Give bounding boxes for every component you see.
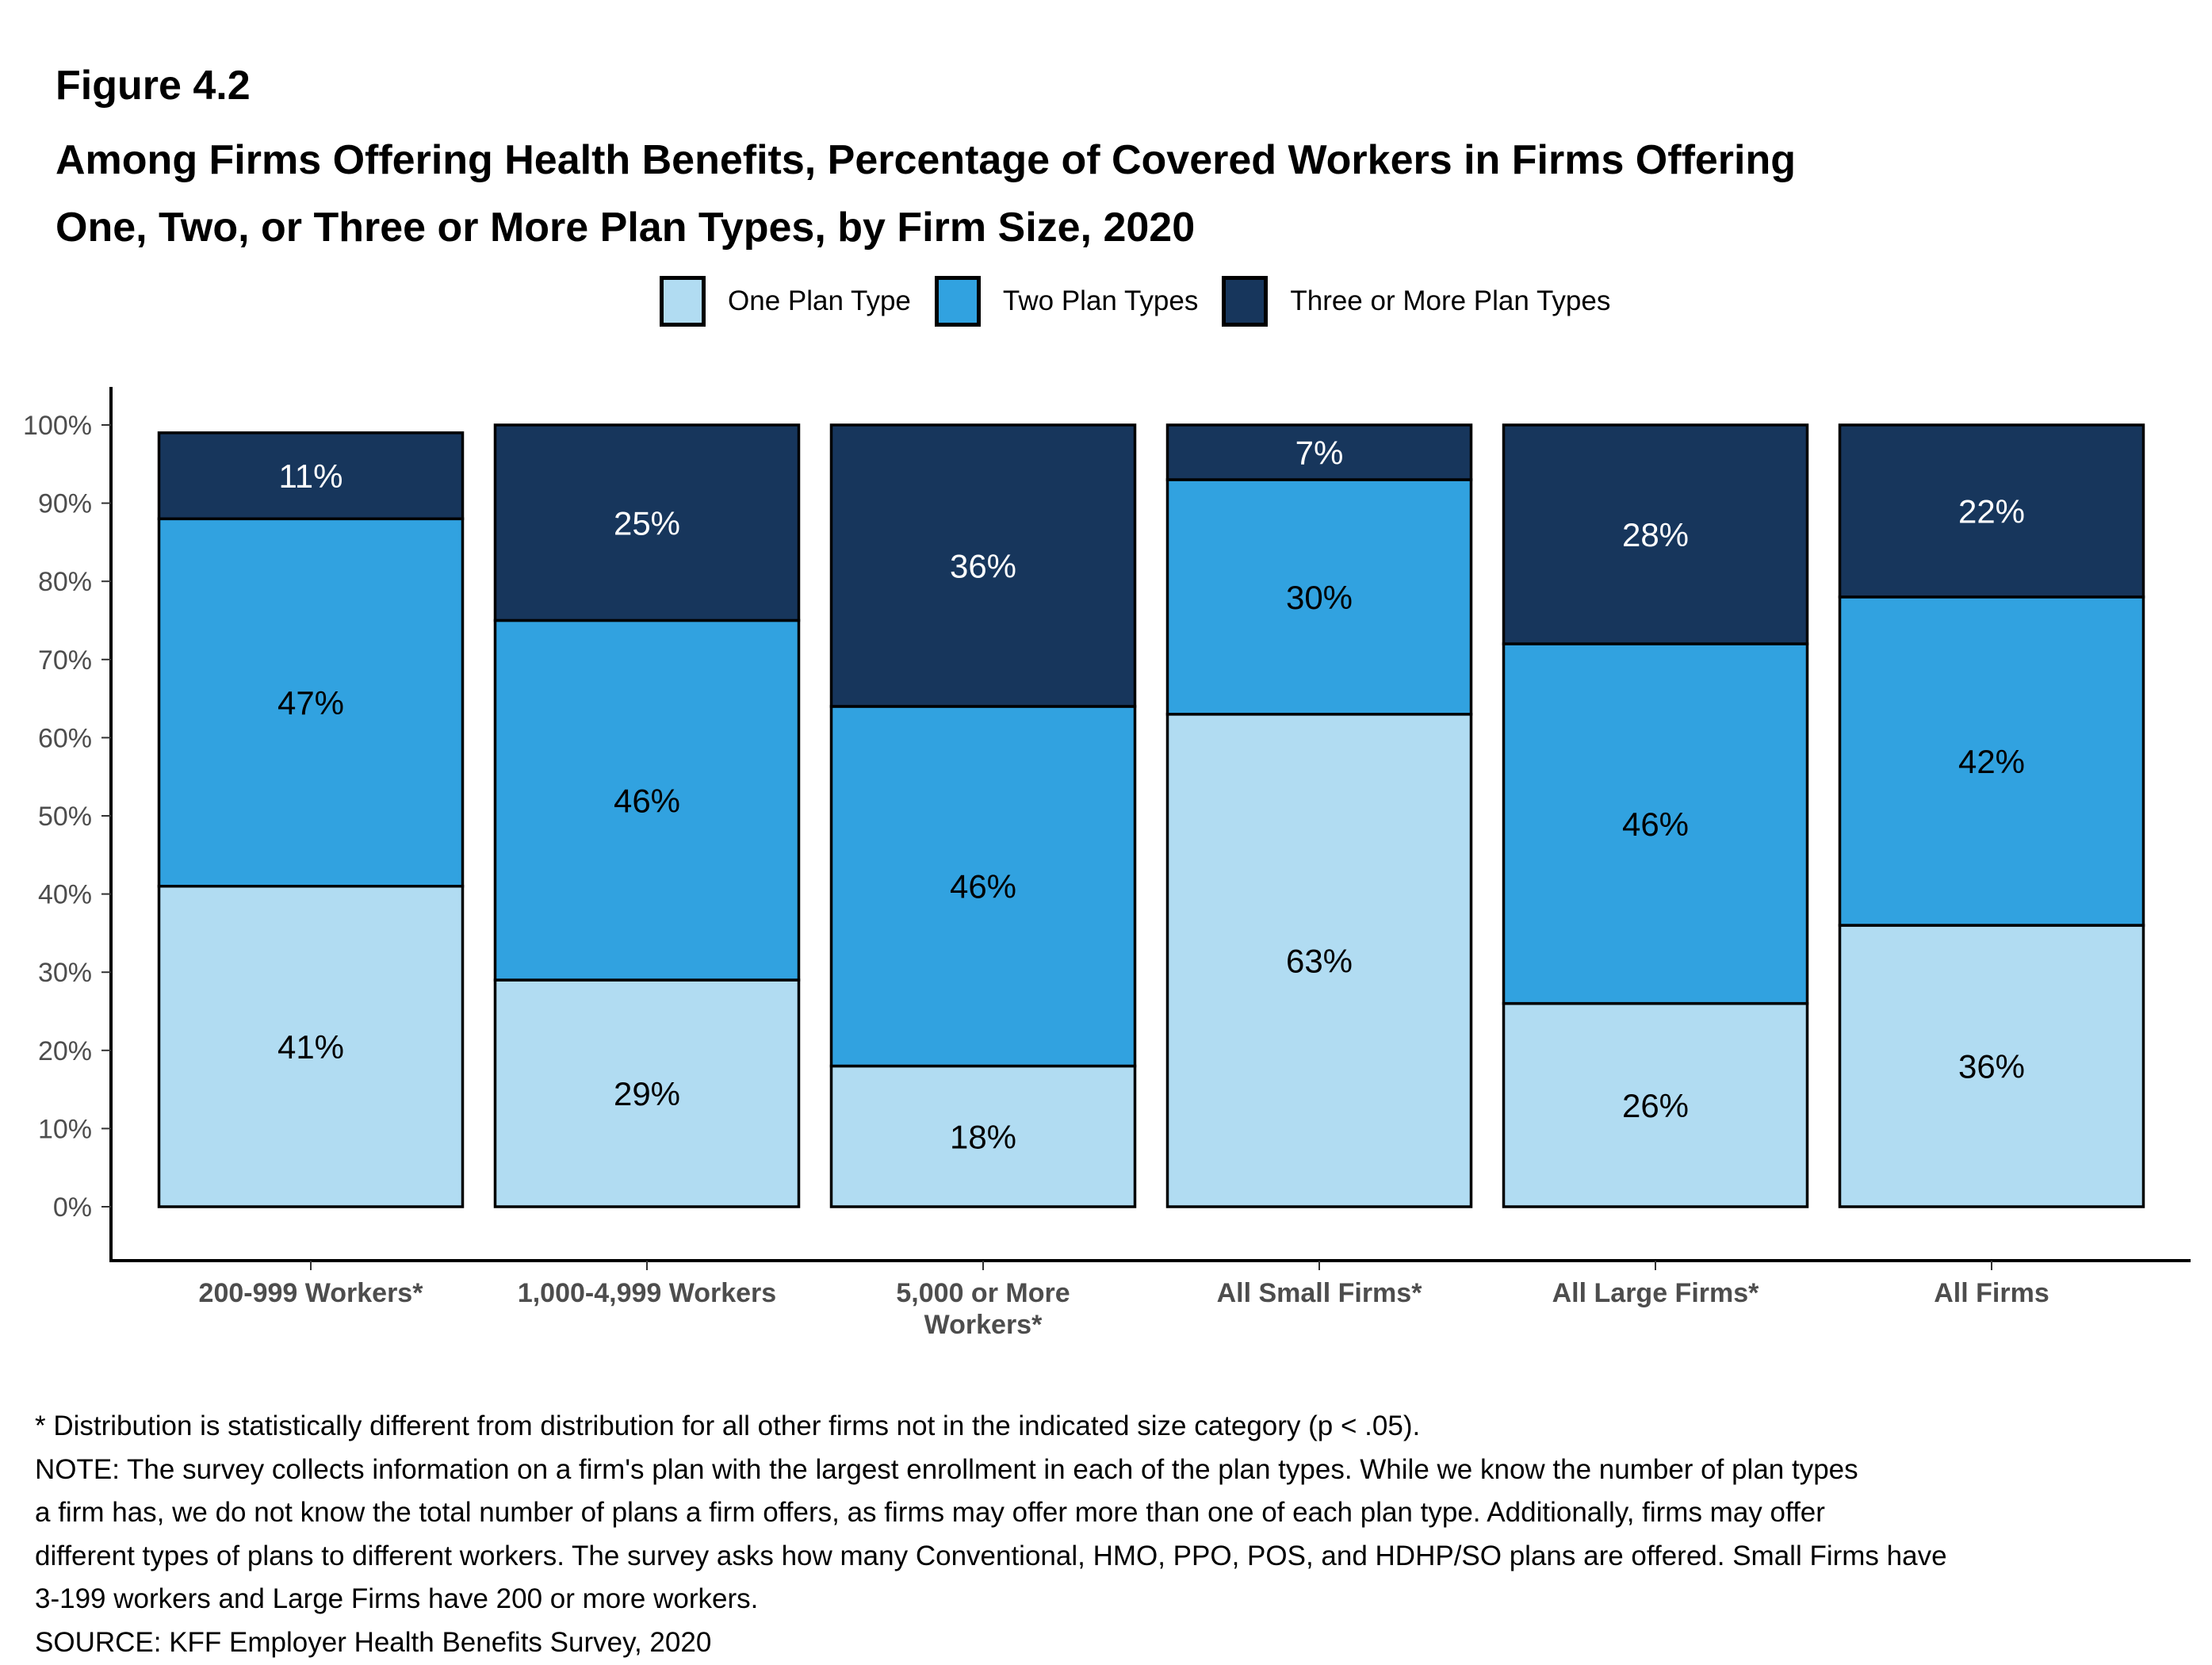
x-tick-label: 5,000 or More [896,1278,1070,1308]
x-tick-label: All Firms [1934,1278,2049,1308]
x-tick-label: All Small Firms* [1217,1278,1423,1308]
data-label: 42% [1958,743,2025,780]
legend-label-two-plans: Two Plan Types [1002,285,1199,316]
footnote-note-line-1: NOTE: The survey collects information on… [35,1453,1858,1485]
legend-label-three-plus-plans: Three or More Plan Types [1290,285,1611,316]
bar-segment [157,431,465,521]
legend-item-one-plan: One Plan Type [660,276,911,327]
y-tick-label: 30% [38,958,92,988]
footnote-note-line-2: a firm has, we do not know the total num… [35,1497,1825,1528]
bar-segment [829,705,1137,1068]
data-label: 46% [1622,806,1689,843]
data-label: 26% [1622,1087,1689,1124]
footnote-source: SOURCE: KFF Employer Health Benefits Sur… [35,1626,712,1658]
bar-group: 26% 46% 28% [1502,423,1809,1208]
data-label: 46% [950,868,1016,905]
footnote-significance: * Distribution is statistically differen… [35,1410,1421,1441]
bar-segment [829,1064,1137,1208]
bar-segment [1165,713,1473,1208]
bar-segment [1165,423,1473,481]
bar-group: 41% 47% 11% [157,431,465,1208]
bar-group: 36% 42% 22% [1838,423,2145,1208]
y-tick-label: 100% [23,411,92,441]
bar-segment [493,423,801,622]
data-label: 47% [277,684,344,722]
data-label: 63% [1286,942,1353,979]
bar-segment [157,517,465,888]
bar-segment [1838,595,2145,927]
legend-swatch-three-plus-plans [1222,276,1269,327]
legend: One Plan Type Two Plan Types Three or Mo… [660,276,1634,327]
data-label: 36% [950,547,1016,584]
bar-segment [1838,423,2145,599]
y-tick-label: 20% [38,1036,92,1066]
x-tick-label: 1,000-4,999 Workers [518,1278,776,1308]
title-line-2: One, Two, or Three or More Plan Types, b… [55,205,1196,251]
legend-swatch-one-plan [660,276,706,327]
data-label: 18% [950,1118,1016,1155]
y-tick-label: 40% [38,880,92,910]
footnotes: * Distribution is statistically differen… [35,1405,2207,1664]
legend-label-one-plan: One Plan Type [728,285,911,316]
x-axis: 200-999 Workers* 1,000-4,999 Workers 5,000… [109,1259,2191,1340]
chart-title: Among Firms Offering Health Benefits, Pe… [55,127,2157,262]
stacked-bar-chart: 0% 10% 20% 30% 40% 50% 60% 70% 80% 90% 100% 41% 47%… [23,387,2191,1340]
y-tick-label: 0% [53,1192,92,1223]
y-tick-label: 50% [38,802,92,832]
footnote-note-line-4: 3-199 workers and Large Firms have 200 o… [35,1583,759,1614]
x-tick-label: Workers* [924,1310,1043,1340]
bar-group: 18% 46% 36% [829,423,1137,1208]
bar-segment [493,978,801,1208]
bar-segment [1502,1001,1809,1208]
y-tick-label: 80% [38,567,92,597]
legend-item-two-plans: Two Plan Types [934,276,1199,327]
legend-item-three-plus-plans: Three or More Plan Types [1222,276,1610,327]
x-tick-label: 200-999 Workers* [199,1278,424,1308]
x-tick-label: All Large Firms* [1552,1278,1760,1308]
title-line-1: Among Firms Offering Health Benefits, Pe… [55,137,1797,183]
data-label: 36% [1958,1048,2025,1085]
figure-number: Figure 4.2 [55,63,251,109]
data-label: 28% [1622,516,1689,553]
footnote-note-line-3: different types of plans to different wo… [35,1540,1947,1571]
y-tick-label: 90% [38,489,92,519]
data-label: 46% [614,782,680,819]
bar-segment [1165,478,1473,716]
data-label: 41% [277,1028,344,1066]
y-tick-label: 70% [38,645,92,676]
bar-segment [1502,423,1809,645]
y-axis: 0% 10% 20% 30% 40% 50% 60% 70% 80% 90% 100% [23,387,113,1262]
data-label: 22% [1958,492,2025,530]
bars: 41% 47% 11% 29% 46% 25% 18% 46% 36% 63% 30% 7% 26% 46… [157,423,2145,1208]
data-label: 11% [279,457,343,495]
y-tick-label: 60% [38,723,92,753]
bar-segment [829,423,1137,708]
data-label: 7% [1295,434,1344,472]
data-label: 25% [614,504,680,542]
bar-segment [1838,924,2145,1208]
legend-swatch-two-plans [934,276,981,327]
bar-segment [493,618,801,982]
data-label: 30% [1286,579,1353,616]
y-tick-label: 10% [38,1114,92,1144]
bar-group: 29% 46% 25% [493,423,801,1208]
data-label: 29% [614,1075,680,1112]
bar-group: 63% 30% 7% [1165,423,1473,1208]
